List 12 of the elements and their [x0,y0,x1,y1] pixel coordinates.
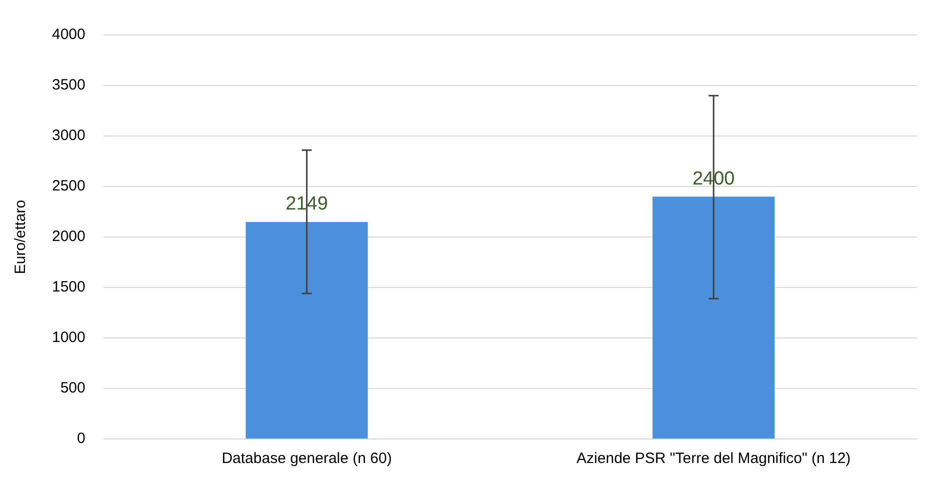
y-tick-label: 2500 [52,178,86,195]
y-axis-title: Euro/ettaro [12,200,30,274]
y-tick-label: 1000 [52,329,86,346]
y-tick-label: 3500 [52,76,86,94]
x-tick-label: Database generale (n 60) [222,450,392,468]
y-tick-label: 4000 [52,26,86,44]
y-tick-label: 500 [60,380,86,397]
x-tick-label: Aziende PSR "Terre del Magnifico" (n 12) [576,450,851,468]
y-tick-label: 3000 [52,127,86,144]
y-tick-label: 0 [77,430,86,448]
y-tick-label: 2000 [52,228,86,246]
y-tick-label: 1500 [52,278,86,296]
